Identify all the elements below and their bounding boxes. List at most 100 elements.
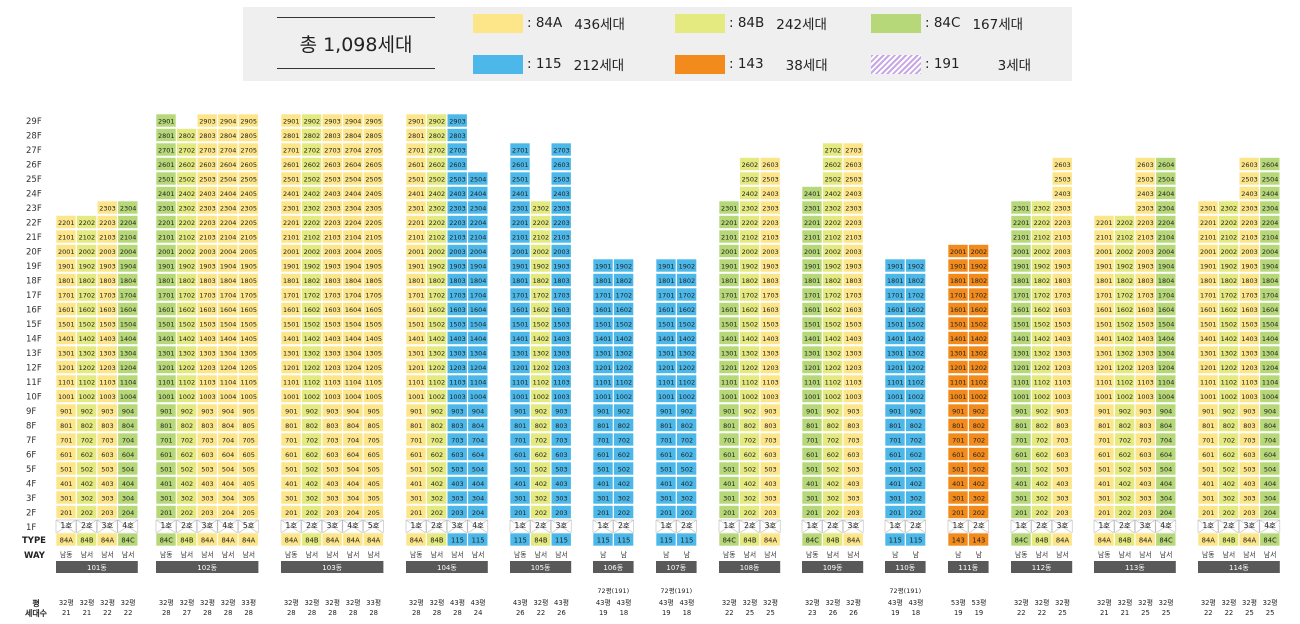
unit-number: 1805 — [240, 277, 257, 285]
household-count: 28 — [453, 609, 462, 617]
unit-number: 802 — [306, 422, 318, 430]
type-cell — [96, 532, 118, 547]
unit-number: 2203 — [449, 219, 466, 227]
unit-number: 1403 — [324, 335, 341, 343]
unit-number: 1502 — [1117, 321, 1134, 329]
unit-cell — [321, 403, 343, 418]
household-count: 19 — [599, 609, 608, 617]
unit-number: 803 — [451, 422, 463, 430]
legend-label-191: : 191 — [925, 56, 960, 72]
unit-number: 703 — [101, 437, 113, 445]
unit-number: 2004 — [1158, 248, 1175, 256]
household-count: 27 — [183, 609, 192, 617]
pyeong-label: 43평 — [596, 598, 611, 607]
row-label-pyeong: 평 — [32, 598, 39, 608]
unit-number: 703 — [201, 437, 213, 445]
unit-number: 2503 — [762, 176, 779, 184]
unit-number: 604 — [347, 451, 359, 459]
unit-number: 2605 — [240, 161, 257, 169]
household-count: 28 — [203, 609, 212, 617]
pyeong-label: 32평 — [805, 598, 820, 607]
pyeong-label: 32평 — [742, 598, 757, 607]
unit-cell — [301, 229, 322, 244]
unit-cell — [176, 505, 197, 519]
unit-number: 501 — [597, 466, 609, 474]
unit-number: 2903 — [449, 118, 466, 126]
way-label: 남서 — [122, 550, 135, 559]
unit-number: 1002 — [679, 393, 696, 401]
unit-number: 1301 — [950, 350, 967, 358]
unit-cell — [176, 490, 197, 505]
unit-number: 1601 — [1013, 306, 1030, 314]
unit-number: 1405 — [240, 335, 257, 343]
unit-number: 2002 — [533, 248, 550, 256]
unit-cell — [76, 331, 97, 345]
unit-number: 1203 — [1241, 364, 1258, 372]
unit-number: 602 — [827, 451, 839, 459]
unit-cell — [96, 418, 118, 432]
unit-number: 1401 — [887, 335, 904, 343]
floor-label: 26F — [26, 161, 42, 171]
legend-label-84c: : 84C — [925, 15, 961, 31]
line-label: 5호 — [243, 521, 255, 530]
unit-number: 702 — [1036, 437, 1048, 445]
unit-number: 1202 — [1117, 364, 1134, 372]
unit-number: 1702 — [616, 292, 633, 300]
pyeong-label: 32평 — [100, 598, 115, 607]
unit-cell — [176, 142, 197, 157]
unit-number: 1701 — [658, 292, 675, 300]
unit-number: 2003 — [1137, 248, 1154, 256]
unit-number: 702 — [744, 437, 756, 445]
building-104동: 2013014015016017018019011001110112011301… — [405, 113, 489, 617]
unit-number: 1303 — [324, 350, 341, 358]
unit-number: 504 — [1264, 466, 1276, 474]
unit-number: 2403 — [1241, 190, 1258, 198]
unit-number: 402 — [1119, 480, 1131, 488]
unit-number: 604 — [1264, 451, 1276, 459]
unit-number: 701 — [285, 437, 297, 445]
unit-number: 204 — [1160, 509, 1172, 517]
unit-number: 1701 — [58, 292, 75, 300]
unit-cell — [238, 186, 259, 200]
building-name-bar — [56, 561, 138, 573]
unit-number: 1403 — [553, 335, 570, 343]
unit-number: 1002 — [908, 393, 925, 401]
unit-number: 1702 — [304, 292, 321, 300]
unit-cell — [55, 258, 77, 273]
unit-number: 2805 — [240, 132, 257, 140]
unit-cell — [155, 389, 177, 403]
unit-number: 201 — [1015, 509, 1027, 517]
unit-number: 1403 — [1241, 335, 1258, 343]
unit-number: 2402 — [742, 190, 759, 198]
unit-number: 1303 — [1241, 350, 1258, 358]
unit-number: 802 — [535, 422, 547, 430]
unit-number: 1601 — [512, 306, 529, 314]
unit-number: 1103 — [553, 379, 570, 387]
unit-number: 801 — [285, 422, 297, 430]
unit-number: 901 — [889, 408, 901, 416]
pyeong-label: 32평 — [304, 598, 319, 607]
unit-number: 401 — [660, 480, 672, 488]
way-label: 남동 — [806, 550, 819, 559]
unit-number: 2103 — [1054, 234, 1071, 242]
legend-item-84c: : 84C 167세대 — [871, 13, 1023, 33]
unit-number: 2101 — [804, 234, 821, 242]
unit-number: 1202 — [971, 364, 988, 372]
unit-number: 1803 — [762, 277, 779, 285]
type-label: 84C — [1159, 537, 1173, 545]
unit-number: 402 — [181, 480, 193, 488]
unit-cell — [217, 128, 239, 142]
unit-number: 502 — [1036, 466, 1048, 474]
pilotis-cross — [55, 519, 77, 534]
way-label: 남서 — [306, 550, 319, 559]
way-label: 남서 — [181, 550, 194, 559]
unit-cell — [176, 128, 197, 142]
unit-number: 1104 — [1158, 379, 1175, 387]
unit-cell — [55, 403, 77, 418]
unit-cell — [321, 461, 343, 476]
floor-label: 13F — [26, 349, 42, 359]
unit-cell — [117, 461, 139, 476]
unit-cell — [280, 287, 302, 302]
unit-number: 1203 — [199, 364, 216, 372]
unit-cell — [217, 229, 239, 244]
